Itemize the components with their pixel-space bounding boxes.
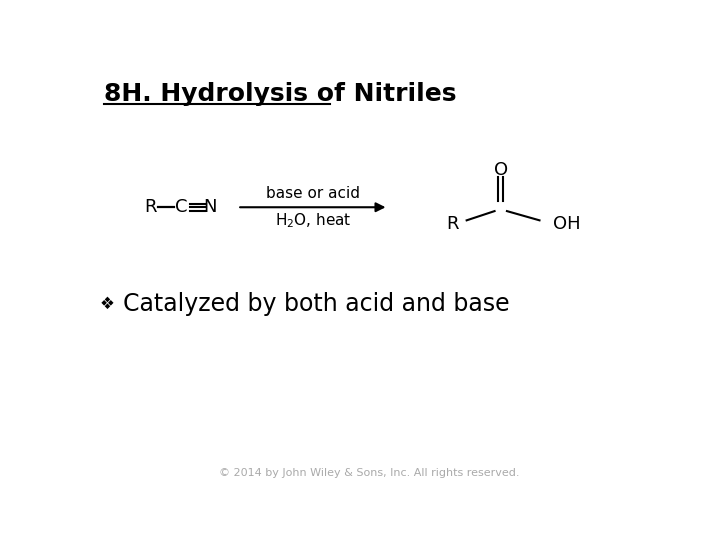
Text: OH: OH	[554, 215, 581, 233]
Text: © 2014 by John Wiley & Sons, Inc. All rights reserved.: © 2014 by John Wiley & Sons, Inc. All ri…	[219, 468, 519, 478]
Text: R: R	[446, 215, 459, 233]
Text: 8H. Hydrolysis of Nitriles: 8H. Hydrolysis of Nitriles	[104, 82, 456, 106]
Text: base or acid: base or acid	[266, 186, 360, 201]
Text: N: N	[203, 198, 217, 216]
Text: ❖: ❖	[99, 294, 114, 313]
Text: R: R	[144, 198, 157, 216]
Text: O: O	[494, 161, 508, 179]
Text: C: C	[175, 198, 188, 216]
Text: Catalyzed by both acid and base: Catalyzed by both acid and base	[123, 292, 510, 315]
Text: H$_2$O, heat: H$_2$O, heat	[274, 212, 351, 231]
